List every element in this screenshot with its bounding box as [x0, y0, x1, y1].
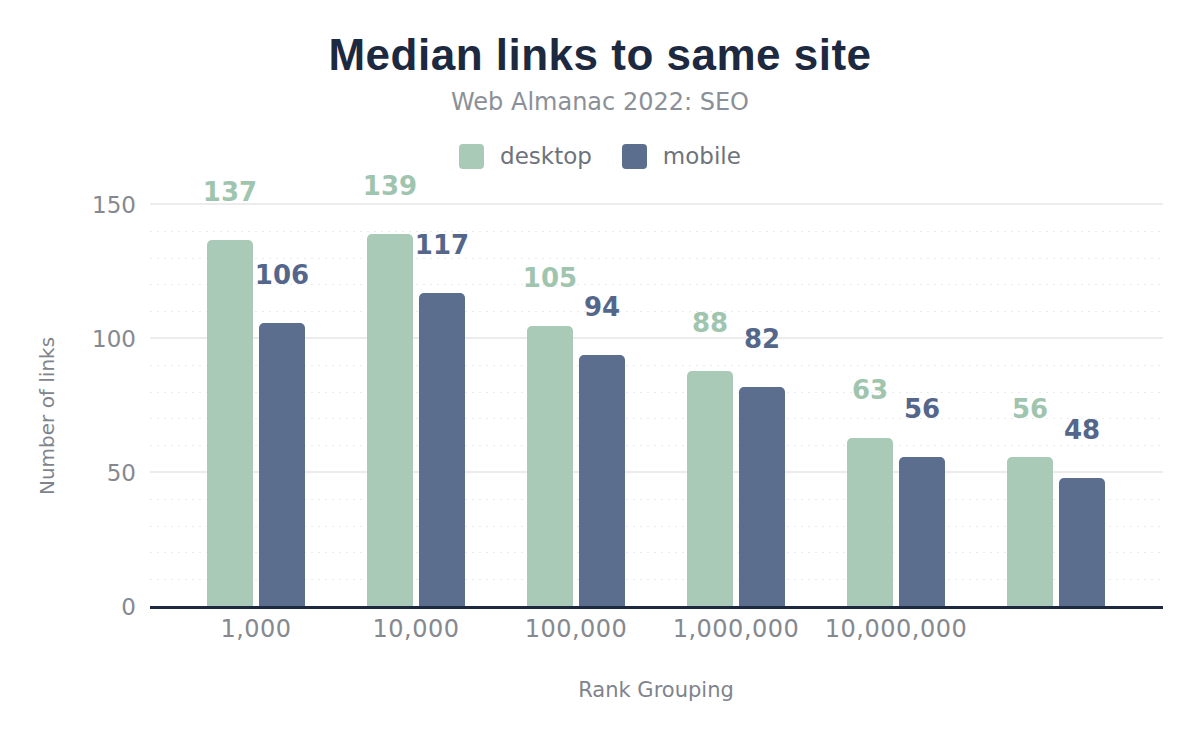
bar-value-label: 63 — [852, 377, 888, 403]
bar-value-label: 94 — [584, 294, 620, 320]
bar-value-label: 88 — [692, 310, 728, 336]
bar-mobile-1,000[interactable] — [259, 323, 305, 607]
legend-item-desktop[interactable]: desktop — [459, 143, 592, 169]
bar-value-label: 82 — [744, 326, 780, 352]
legend-swatch-desktop — [459, 144, 484, 169]
bar-desktop-1,000,000[interactable] — [687, 371, 733, 607]
bar-mobile-10,000[interactable] — [419, 293, 465, 607]
bar-desktop-origin[interactable] — [1007, 457, 1053, 607]
plot-area: 137 106 139 117 105 94 88 82 63 56 56 48 — [150, 167, 1163, 607]
bar-value-label: 56 — [1012, 396, 1048, 422]
chart-title: Median links to same site — [0, 30, 1200, 80]
legend-item-mobile[interactable]: mobile — [622, 143, 741, 169]
bar-desktop-100,000[interactable] — [527, 326, 573, 607]
x-tick-label: 10,000,000 — [786, 615, 1006, 643]
x-axis-title: Rank Grouping — [578, 678, 734, 702]
y-tick-label-50: 50 — [107, 461, 136, 485]
bar-desktop-10,000,000[interactable] — [847, 438, 893, 607]
bar-value-label: 139 — [363, 173, 417, 199]
legend: desktop mobile — [0, 143, 1200, 169]
bar-value-label: 137 — [203, 179, 257, 205]
bar-value-label: 106 — [255, 262, 309, 288]
y-tick-label-100: 100 — [92, 327, 136, 351]
minor-gridline — [150, 231, 1163, 232]
bar-value-label: 48 — [1064, 417, 1100, 443]
bar-value-label: 105 — [523, 265, 577, 291]
bar-mobile-10,000,000[interactable] — [899, 457, 945, 607]
legend-swatch-mobile — [622, 144, 647, 169]
minor-gridline — [150, 258, 1163, 259]
legend-label: mobile — [663, 143, 741, 169]
bar-mobile-origin[interactable] — [1059, 478, 1105, 607]
chart-subtitle: Web Almanac 2022: SEO — [0, 88, 1200, 116]
bar-mobile-1,000,000[interactable] — [739, 387, 785, 607]
bar-mobile-100,000[interactable] — [579, 355, 625, 607]
bar-value-label: 56 — [904, 396, 940, 422]
minor-gridline — [150, 311, 1163, 312]
bar-desktop-1,000[interactable] — [207, 240, 253, 607]
bar-desktop-10,000[interactable] — [367, 234, 413, 607]
y-tick-label-0: 0 — [121, 595, 136, 619]
legend-label: desktop — [500, 143, 592, 169]
gridline-150 — [150, 203, 1163, 205]
x-axis-line — [150, 606, 1163, 609]
y-axis-title: Number of links — [35, 337, 59, 495]
y-tick-label-150: 150 — [92, 193, 136, 217]
bar-value-label: 117 — [415, 232, 469, 258]
bar-chart: Median links to same site Web Almanac 20… — [0, 0, 1200, 742]
